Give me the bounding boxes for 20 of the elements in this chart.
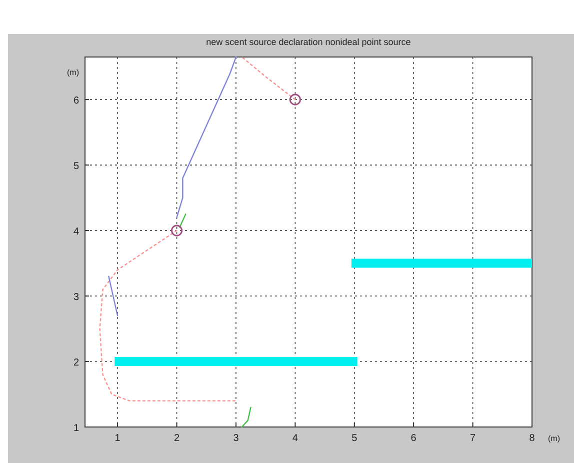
y-tick-label: 2 bbox=[73, 358, 80, 369]
x-tick-label: 4 bbox=[292, 433, 298, 444]
x-tick-label: 8 bbox=[529, 433, 536, 444]
line-series bbox=[108, 276, 118, 316]
x-tick-label: 6 bbox=[410, 433, 417, 444]
x-tick-label: 1 bbox=[114, 433, 121, 444]
line-series bbox=[176, 56, 237, 218]
x-tick-label: 5 bbox=[352, 433, 358, 444]
y-tick-label: 1 bbox=[73, 423, 80, 434]
line-series bbox=[99, 230, 237, 402]
y-tick-label: 5 bbox=[73, 161, 80, 172]
x-axis-title: (m) bbox=[548, 434, 560, 443]
x-tick-label: 3 bbox=[233, 433, 240, 444]
chart-title: new scent source declaration nonideal point source bbox=[206, 37, 411, 47]
x-tick-label: 2 bbox=[174, 433, 180, 444]
y-tick-label: 6 bbox=[73, 96, 80, 107]
y-axis-title: (m) bbox=[67, 68, 80, 77]
x-tick-label: 7 bbox=[470, 433, 476, 444]
y-tick-label: 3 bbox=[73, 292, 80, 304]
y-tick-label: 4 bbox=[73, 226, 80, 238]
